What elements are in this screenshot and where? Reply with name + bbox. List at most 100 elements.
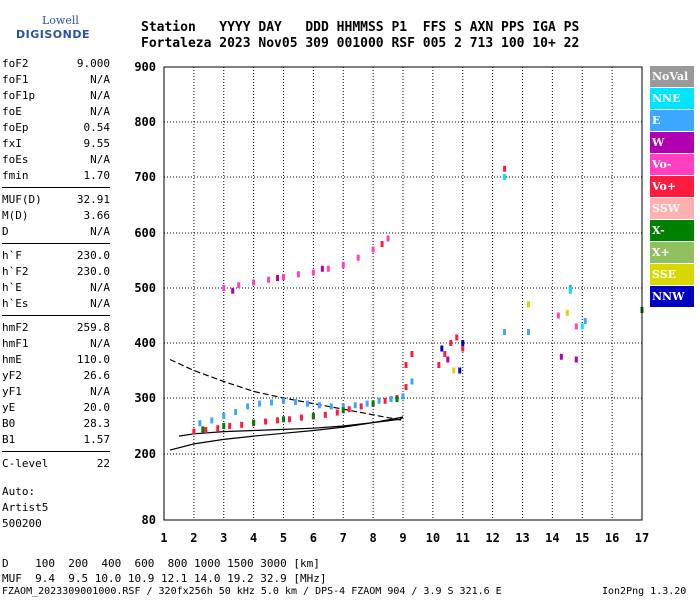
footer-version: Ion2Png 1.3.20: [602, 586, 687, 597]
param-value: N/A: [90, 337, 110, 350]
echo-point-w: [231, 287, 235, 294]
x-tick-label: 3: [220, 531, 227, 545]
param-name: h`F2: [2, 265, 29, 278]
param-row: hmF1 N/A: [2, 336, 110, 352]
echo-point-vo-: [371, 246, 375, 253]
param-row: hmE 110.0: [2, 352, 110, 368]
echo-point-vo-: [556, 312, 560, 319]
echo-point-e: [365, 400, 369, 407]
legend-item-vo-: Vo+: [650, 176, 694, 197]
x-tick-label: 11: [456, 531, 470, 545]
echo-point-vo-: [410, 351, 414, 357]
param-separator: [2, 451, 110, 452]
echo-point-e: [341, 403, 345, 410]
param-name: B0: [2, 417, 16, 430]
echo-point-e: [246, 403, 250, 410]
param-name: fxI: [2, 137, 22, 150]
echo-point-w: [320, 265, 324, 272]
logo-line-2: DIGISONDE: [16, 28, 90, 41]
x-tick-label: 16: [605, 531, 619, 545]
echo-point-x-: [371, 400, 375, 407]
param-value: 9.55: [83, 137, 111, 150]
echo-point-vo-: [252, 279, 256, 286]
echo-point-e: [222, 412, 226, 419]
x-tick-label: 1: [160, 531, 167, 545]
x-tick-label: 15: [575, 531, 589, 545]
param-row: yE 20.0: [2, 400, 110, 416]
echo-point-vo-: [449, 340, 453, 346]
logo-line-1: Lowell: [42, 14, 79, 27]
param-name: yF2: [2, 369, 22, 382]
echo-point-e: [270, 399, 274, 406]
legend-item-e: E: [650, 110, 694, 131]
echo-point-e: [526, 329, 530, 335]
legend-item-x-: X+: [650, 242, 694, 263]
echo-point-x-: [222, 423, 226, 429]
footer-info: FZAOM_2023309001000.RSF / 320fx256h 50 k…: [2, 586, 502, 597]
param-row: fmin 1.70: [2, 168, 110, 184]
auto-scaling-line: 500200: [2, 517, 42, 530]
param-row: h`F2 230.0: [2, 264, 110, 280]
param-row: hmF2 259.8: [2, 320, 110, 336]
x-tick-label: 4: [250, 531, 257, 545]
echo-point-e: [282, 397, 285, 404]
legend-item-nne: NNE: [650, 88, 694, 109]
x-tick-label: 5: [280, 531, 287, 545]
echo-point-vo-: [347, 406, 351, 413]
echo-point-vo-: [383, 397, 387, 404]
echo-point-e: [293, 398, 297, 405]
x-tick-label: 14: [545, 531, 559, 545]
x-tick-label: 17: [635, 531, 649, 545]
x-tick-label: 9: [399, 531, 406, 545]
echo-point-e: [317, 402, 321, 409]
param-row: B1 1.57: [2, 432, 110, 448]
param-name: M(D): [2, 209, 29, 222]
param-name: foE: [2, 105, 22, 118]
param-value: 230.0: [76, 265, 110, 278]
echo-point-vo-: [341, 261, 345, 268]
param-row: foEs N/A: [2, 152, 110, 168]
x-tick-label: 13: [515, 531, 529, 545]
echo-point-vo-: [267, 276, 271, 283]
legend-item-noval: NoVal: [650, 66, 694, 87]
echo-points: [192, 165, 644, 435]
param-row: foF1p N/A: [2, 88, 110, 104]
param-row: foF1 N/A: [2, 72, 110, 88]
echo-point-vo-: [323, 411, 327, 418]
y-tick-label: 200: [134, 447, 156, 461]
param-value: 1.57: [83, 433, 111, 446]
echo-point-vo-: [276, 417, 280, 424]
param-row: h`E N/A: [2, 280, 110, 296]
echo-point-vo-: [386, 235, 390, 242]
param-separator: [2, 315, 110, 316]
param-separator: [2, 243, 110, 244]
param-value: N/A: [90, 73, 110, 86]
echo-point-nnw: [458, 367, 462, 374]
echo-point-vo-: [204, 426, 208, 433]
plot-frame: [163, 66, 643, 521]
echo-point-e: [353, 402, 357, 409]
echo-point-vo-: [503, 165, 507, 172]
y-tick-label: 800: [134, 115, 156, 129]
param-value: 259.8: [76, 321, 110, 334]
distance-row: D 100 200 400 600 800 1000 1500 3000 [km…: [2, 557, 320, 570]
legend-item-nnw: NNW: [650, 286, 694, 307]
echo-point-vo-: [359, 403, 363, 410]
x-tick-label: 7: [340, 531, 347, 545]
param-row: yF1 N/A: [2, 384, 110, 400]
echo-point-vo-: [443, 351, 447, 357]
echo-point-vo-: [287, 416, 291, 423]
echo-point-vo-: [237, 282, 241, 289]
echo-point-sse: [526, 301, 530, 308]
station-header: Station YYYY DAY DDD HHMMSS P1 FFS S AXN…: [141, 20, 579, 52]
param-name: foF2: [2, 57, 29, 70]
param-name: h`F: [2, 249, 22, 262]
echo-point-vo-: [404, 362, 408, 368]
echo-point-vo-: [240, 421, 244, 428]
parameter-panel: foF2 9.000 foF1 N/A foF1p N/A foE N/A foEp 0.54 fx…: [2, 56, 110, 532]
param-row: fxI 9.55: [2, 136, 110, 152]
param-value: N/A: [90, 153, 110, 166]
param-name: hmF1: [2, 337, 29, 350]
param-value: N/A: [90, 225, 110, 238]
param-value: 1.70: [83, 169, 111, 182]
